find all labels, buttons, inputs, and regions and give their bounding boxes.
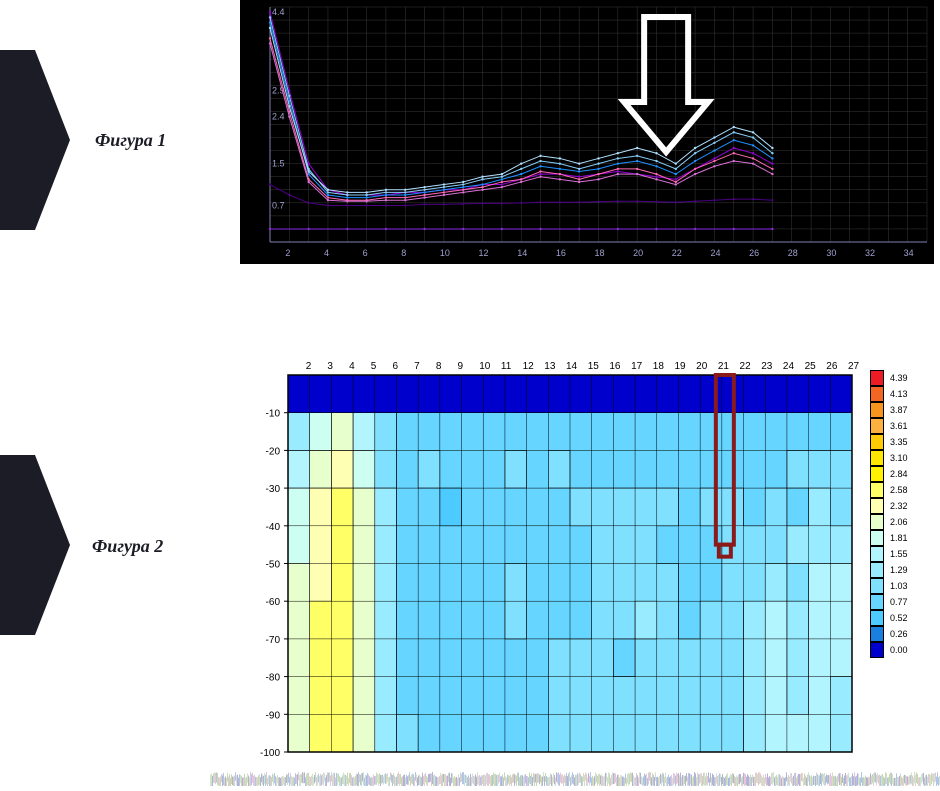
figure1-label: Фигура 1: [95, 130, 166, 151]
svg-text:27: 27: [848, 361, 860, 372]
svg-text:22: 22: [740, 361, 752, 372]
figure2-label: Фигура 2: [92, 536, 163, 557]
svg-text:17: 17: [631, 361, 643, 372]
svg-text:11: 11: [501, 361, 512, 372]
noise-strip: [210, 772, 940, 786]
svg-text:-30: -30: [266, 484, 281, 495]
svg-text:8: 8: [401, 248, 406, 258]
svg-text:15: 15: [588, 361, 600, 372]
svg-text:19: 19: [674, 361, 686, 372]
svg-text:16: 16: [556, 248, 566, 258]
svg-text:-40: -40: [266, 522, 281, 533]
section-pointer-2: [0, 455, 70, 635]
svg-text:-10: -10: [266, 409, 281, 420]
svg-text:32: 32: [865, 248, 875, 258]
svg-text:2: 2: [306, 361, 312, 372]
figure2-chart: 2345678910111213141516171819202122232425…: [240, 355, 930, 760]
svg-text:-60: -60: [266, 597, 281, 608]
svg-text:0.7: 0.7: [272, 200, 285, 210]
svg-text:12: 12: [479, 248, 489, 258]
svg-text:-80: -80: [266, 673, 281, 684]
svg-text:10: 10: [440, 248, 450, 258]
svg-text:4: 4: [349, 361, 355, 372]
svg-text:-70: -70: [266, 635, 281, 646]
svg-text:25: 25: [805, 361, 817, 372]
svg-text:26: 26: [826, 361, 838, 372]
svg-text:14: 14: [517, 248, 527, 258]
svg-text:-50: -50: [266, 560, 281, 571]
svg-text:34: 34: [904, 248, 914, 258]
svg-text:6: 6: [363, 248, 368, 258]
svg-text:-20: -20: [266, 446, 281, 457]
svg-text:-100: -100: [260, 748, 280, 759]
svg-text:23: 23: [761, 361, 773, 372]
svg-text:6: 6: [392, 361, 398, 372]
svg-text:7: 7: [414, 361, 420, 372]
svg-text:1.5: 1.5: [272, 159, 285, 169]
svg-text:30: 30: [826, 248, 836, 258]
svg-text:4: 4: [324, 248, 329, 258]
svg-text:24: 24: [710, 248, 720, 258]
svg-text:26: 26: [749, 248, 759, 258]
svg-text:18: 18: [653, 361, 665, 372]
svg-text:21: 21: [718, 361, 730, 372]
svg-text:8: 8: [436, 361, 442, 372]
svg-text:16: 16: [609, 361, 621, 372]
svg-text:10: 10: [479, 361, 491, 372]
svg-text:14: 14: [566, 361, 578, 372]
svg-text:13: 13: [544, 361, 556, 372]
svg-text:28: 28: [788, 248, 798, 258]
svg-text:12: 12: [523, 361, 535, 372]
section-pointer-1: [0, 50, 70, 230]
svg-text:4.4: 4.4: [272, 7, 285, 17]
svg-text:20: 20: [633, 248, 643, 258]
svg-text:24: 24: [783, 361, 795, 372]
svg-text:3: 3: [327, 361, 333, 372]
svg-text:5: 5: [371, 361, 377, 372]
svg-text:-90: -90: [266, 710, 281, 721]
svg-text:9: 9: [458, 361, 464, 372]
svg-text:18: 18: [595, 248, 605, 258]
svg-text:22: 22: [672, 248, 682, 258]
color-scale-legend: 4.394.133.873.613.353.102.842.582.322.06…: [870, 370, 930, 658]
svg-text:2.4: 2.4: [272, 112, 285, 122]
svg-text:20: 20: [696, 361, 708, 372]
svg-text:2: 2: [285, 248, 290, 258]
figure1-chart: 0.71.52.42.94.42468101214161820222426283…: [240, 0, 934, 264]
